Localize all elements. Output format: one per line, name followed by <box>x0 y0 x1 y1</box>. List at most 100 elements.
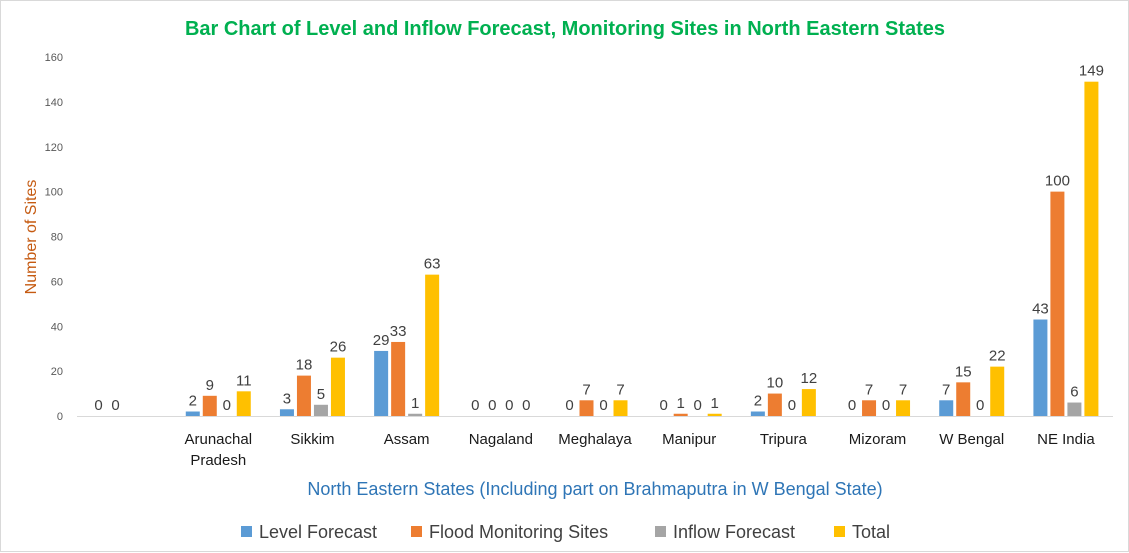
bar <box>767 393 782 416</box>
data-label: 0 <box>848 397 856 414</box>
data-label: 0 <box>660 397 668 414</box>
bar <box>313 404 328 416</box>
legend: Level Forecast Flood Monitoring Sites Infl… <box>241 522 890 542</box>
bar <box>750 411 765 416</box>
bar <box>1033 319 1048 416</box>
y-axis-ticks: 0 20 40 60 80 100 120 140 160 <box>45 52 63 423</box>
x-tick-label: Pradesh <box>190 452 246 469</box>
bar <box>896 400 911 416</box>
bar <box>296 375 311 416</box>
data-label: 0 <box>522 397 530 414</box>
legend-swatch <box>411 526 422 537</box>
legend-swatch <box>241 526 252 537</box>
data-label: 2 <box>754 393 762 410</box>
y-tick-label: 160 <box>45 52 63 64</box>
data-label: 11 <box>236 372 252 389</box>
x-tick-label: Sikkim <box>290 431 334 448</box>
bar <box>579 400 594 416</box>
bars <box>185 81 1099 417</box>
x-tick-label: Manipur <box>662 431 716 448</box>
bar <box>1084 81 1099 417</box>
x-tick-label: Tripura <box>760 431 808 448</box>
data-label: 1 <box>711 395 719 412</box>
data-label: 149 <box>1079 63 1104 80</box>
bar <box>1050 191 1065 416</box>
data-label: 33 <box>390 323 407 340</box>
x-tick-label: Arunachal <box>184 431 252 448</box>
bar <box>613 400 628 416</box>
bar <box>939 400 954 416</box>
bar <box>330 357 345 416</box>
bar <box>673 413 688 416</box>
legend-label: Flood Monitoring Sites <box>429 522 608 542</box>
data-label: 26 <box>330 339 347 356</box>
data-label: 0 <box>882 397 890 414</box>
data-label: 18 <box>296 357 313 374</box>
data-label: 0 <box>976 397 984 414</box>
x-tick-label: NE India <box>1037 431 1095 448</box>
y-tick-label: 40 <box>51 321 63 333</box>
data-label: 0 <box>94 397 102 414</box>
bar <box>1067 402 1082 416</box>
data-label: 9 <box>206 377 214 394</box>
data-label: 0 <box>111 397 119 414</box>
y-axis-title: Number of Sites <box>23 180 40 295</box>
bar <box>990 366 1005 416</box>
data-label: 7 <box>616 381 624 398</box>
data-label: 0 <box>488 397 496 414</box>
x-tick-label: Nagaland <box>469 431 533 448</box>
bar <box>202 395 217 416</box>
data-label: 0 <box>788 397 796 414</box>
bar <box>707 413 722 416</box>
data-label: 0 <box>505 397 513 414</box>
chart-title: Bar Chart of Level and Inflow Forecast, … <box>185 18 945 40</box>
legend-swatch <box>655 526 666 537</box>
x-tick-label: W Bengal <box>939 431 1004 448</box>
bar <box>185 411 200 416</box>
data-label: 5 <box>317 386 325 403</box>
data-label: 29 <box>373 332 390 349</box>
data-label: 22 <box>989 348 1006 365</box>
data-label: 6 <box>1070 384 1078 401</box>
data-label: 12 <box>801 370 818 387</box>
x-axis-title: North Eastern States (Including part on … <box>307 479 882 499</box>
y-tick-label: 80 <box>51 232 63 244</box>
bar <box>391 341 406 416</box>
y-tick-label: 100 <box>45 187 63 199</box>
data-label: 100 <box>1045 173 1070 190</box>
legend-swatch <box>834 526 845 537</box>
legend-label: Level Forecast <box>259 522 377 542</box>
bar <box>279 409 294 416</box>
data-label: 0 <box>599 397 607 414</box>
bar <box>425 274 440 416</box>
bar <box>862 400 877 416</box>
x-tick-label: Assam <box>384 431 430 448</box>
data-label: 7 <box>582 381 590 398</box>
data-label: 0 <box>471 397 479 414</box>
data-label: 43 <box>1032 301 1049 318</box>
bar <box>408 413 423 416</box>
x-axis: Arunachal Pradesh Sikkim Assam Nagaland Megha… <box>77 416 1113 469</box>
data-label: 1 <box>677 395 685 412</box>
data-label: 63 <box>424 256 441 273</box>
legend-label: Total <box>852 522 890 542</box>
data-label: 3 <box>283 390 291 407</box>
y-tick-label: 120 <box>45 142 63 154</box>
data-label: 2 <box>189 393 197 410</box>
data-label: 7 <box>899 381 907 398</box>
data-label: 7 <box>942 381 950 398</box>
bar <box>236 391 251 416</box>
data-label: 0 <box>565 397 573 414</box>
y-tick-label: 140 <box>45 97 63 109</box>
y-tick-label: 60 <box>51 276 63 288</box>
y-tick-label: 20 <box>51 366 63 378</box>
x-tick-label: Mizoram <box>849 431 907 448</box>
x-tick-label: Meghalaya <box>558 431 632 448</box>
data-label: 0 <box>694 397 702 414</box>
y-tick-label: 0 <box>57 411 63 423</box>
legend-label: Inflow Forecast <box>673 522 795 542</box>
bar <box>374 350 389 416</box>
